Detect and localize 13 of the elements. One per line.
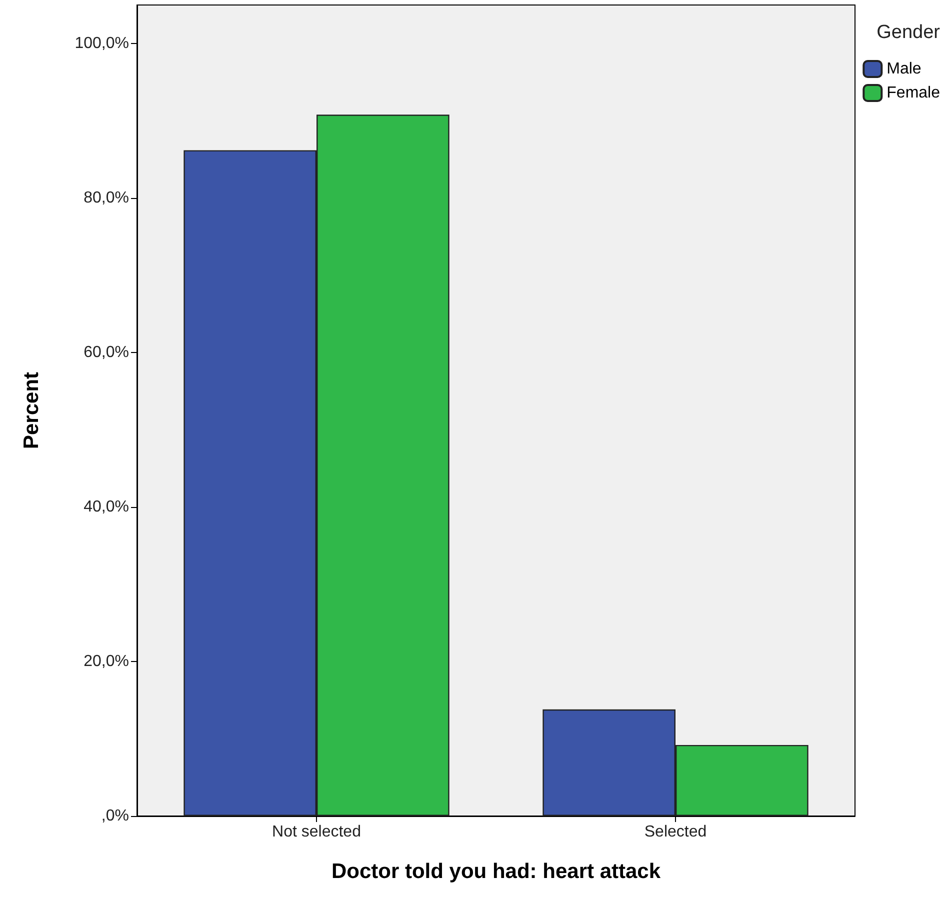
- legend-label: Male: [886, 60, 922, 78]
- y-axis-title: Percent: [20, 372, 43, 450]
- legend-title: Gender: [876, 22, 941, 43]
- y-tick-label: 20,0%: [84, 653, 129, 670]
- x-tick-label: Selected: [644, 824, 707, 840]
- y-tick-label: 80,0%: [84, 190, 129, 207]
- x-tick-label: Not selected: [272, 824, 361, 840]
- y-tick-label: 40,0%: [84, 498, 129, 516]
- x-axis-title: Doctor told you had: heart attack: [331, 860, 661, 883]
- y-tick-label: 60,0%: [84, 344, 129, 362]
- legend-label: Female: [886, 84, 940, 102]
- y-tick-label: 100,0%: [74, 35, 129, 52]
- y-tick-label: ,0%: [101, 808, 129, 824]
